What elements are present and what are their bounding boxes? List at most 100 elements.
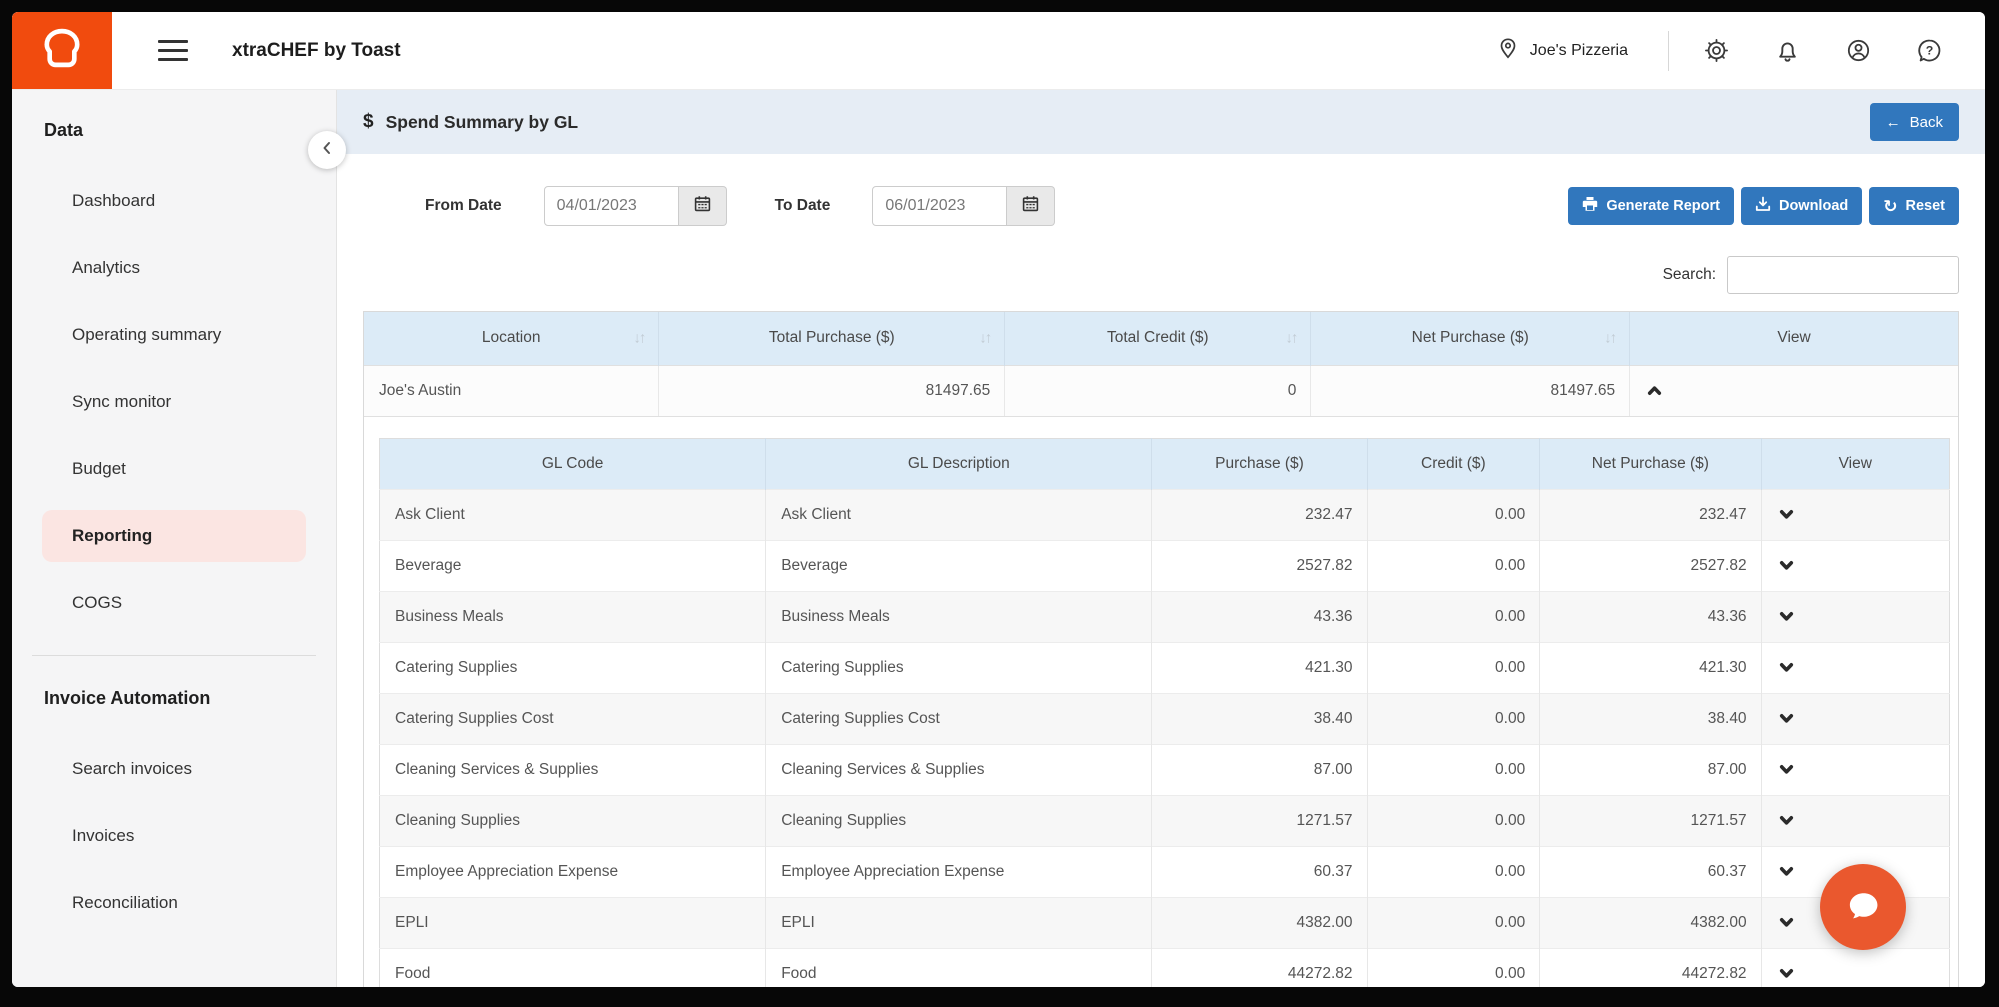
reset-button[interactable]: ↻ Reset: [1869, 187, 1959, 225]
location-selector[interactable]: Joe's Pizzeria: [1496, 36, 1628, 65]
hamburger-menu-icon[interactable]: [158, 40, 188, 61]
column-header-gl-view: View: [1760, 438, 1950, 490]
sidebar-collapse-button[interactable]: [308, 131, 346, 169]
sidebar-item-sync-monitor[interactable]: Sync monitor: [72, 392, 172, 411]
app-window: xtraCHEF by Toast Joe's Pizzeria: [12, 12, 1985, 987]
back-button[interactable]: ← Back: [1869, 103, 1959, 141]
net-purchase-cell: 43.36: [1539, 591, 1762, 643]
from-date-calendar-button[interactable]: [678, 186, 727, 226]
column-header-gl-net-purchase: Net Purchase ($): [1539, 438, 1762, 490]
search-label: Search:: [1662, 266, 1716, 283]
column-header-total-purchase[interactable]: Total Purchase ($) ↓↑: [658, 312, 1005, 365]
sidebar-item-cogs[interactable]: COGS: [72, 593, 123, 612]
download-button[interactable]: Download: [1740, 187, 1863, 225]
chevron-left-icon: [320, 141, 334, 160]
sidebar-divider: [32, 655, 316, 656]
view-cell: [1760, 948, 1950, 987]
caret-down-icon[interactable]: [1778, 608, 1795, 625]
sidebar-item-analytics[interactable]: Analytics: [72, 258, 141, 277]
reset-icon: ↻: [1883, 196, 1898, 216]
net-purchase-cell: 1271.57: [1539, 795, 1762, 847]
help-icon[interactable]: ?: [1916, 37, 1943, 64]
location-name: Joe's Pizzeria: [1529, 41, 1628, 59]
credit-cell: 0.00: [1366, 693, 1540, 745]
caret-down-icon[interactable]: [1778, 506, 1795, 523]
sort-icon[interactable]: ↓↑: [1285, 329, 1298, 347]
gl-table-row: Employee Appreciation Expense Employee Ap…: [379, 846, 1950, 898]
settings-gear-icon[interactable]: [1703, 37, 1730, 64]
sidebar-item-dashboard[interactable]: Dashboard: [72, 191, 156, 210]
gl-description-cell: Cleaning Services & Supplies: [765, 744, 1152, 796]
credit-cell: 0.00: [1366, 642, 1540, 694]
caret-down-icon[interactable]: [1778, 557, 1795, 574]
sidebar-item-search-invoices[interactable]: Search invoices: [72, 759, 193, 778]
search-input[interactable]: [1727, 256, 1959, 294]
summary-header-row: Location ↓↑ Total Purchase ($) ↓↑ Total Cr…: [364, 312, 1958, 365]
credit-cell: 0.00: [1366, 897, 1540, 949]
to-date-label: To Date: [774, 197, 831, 214]
printer-icon: [1582, 196, 1598, 216]
gl-code-cell: Ask Client: [379, 489, 766, 541]
notifications-bell-icon[interactable]: [1774, 37, 1801, 64]
sidebar-item-operating-summary[interactable]: Operating summary: [72, 325, 222, 344]
gl-description-cell: Employee Appreciation Expense: [765, 846, 1152, 898]
net-purchase-cell: 81497.65: [1310, 364, 1630, 416]
caret-down-icon[interactable]: [1778, 659, 1795, 676]
column-header-gl-description: GL Description: [765, 438, 1152, 490]
column-header-purchase: Purchase ($): [1151, 438, 1368, 490]
toast-logo[interactable]: [12, 12, 112, 89]
sort-icon[interactable]: ↓↑: [1604, 329, 1617, 347]
column-header-net-purchase[interactable]: Net Purchase ($) ↓↑: [1310, 312, 1630, 365]
generate-report-button[interactable]: Generate Report: [1568, 187, 1734, 225]
purchase-cell: 4382.00: [1151, 897, 1368, 949]
page-title-bar: $ Spend Summary by GL ← Back: [337, 90, 1985, 154]
header-divider: [1668, 30, 1669, 71]
net-purchase-cell: 232.47: [1539, 489, 1762, 541]
caret-down-icon[interactable]: [1778, 914, 1795, 931]
gl-table-row: Food Food 44272.82 0.00 44272.82: [379, 948, 1950, 987]
toast-bread-icon: [35, 21, 89, 80]
net-purchase-cell: 44272.82: [1539, 948, 1762, 987]
credit-cell: 0.00: [1366, 591, 1540, 643]
to-date-input[interactable]: [872, 186, 1008, 226]
credit-cell: 0.00: [1366, 744, 1540, 796]
caret-down-icon[interactable]: [1778, 710, 1795, 727]
caret-down-icon[interactable]: [1778, 761, 1795, 778]
caret-down-icon[interactable]: [1778, 863, 1795, 880]
column-header-location[interactable]: Location ↓↑: [364, 312, 659, 365]
account-user-icon[interactable]: [1845, 37, 1872, 64]
gl-table-row: Ask Client Ask Client 232.47 0.00 232.47: [379, 489, 1950, 541]
gl-table-row: EPLI EPLI 4382.00 0.00 4382.00: [379, 897, 1950, 949]
caret-down-icon[interactable]: [1778, 812, 1795, 829]
gl-table-row: Cleaning Supplies Cleaning Supplies 1271.5…: [379, 795, 1950, 847]
column-header-total-credit[interactable]: Total Credit ($) ↓↑: [1004, 312, 1311, 365]
sidebar-item-reporting[interactable]: Reporting: [42, 510, 306, 562]
caret-down-icon[interactable]: [1778, 965, 1795, 982]
sort-icon[interactable]: ↓↑: [979, 329, 992, 347]
gl-description-cell: Business Meals: [765, 591, 1152, 643]
svg-text:?: ?: [1926, 44, 1934, 58]
spend-summary-table: Location ↓↑ Total Purchase ($) ↓↑ Total Cr…: [363, 311, 1959, 987]
gl-description-cell: Food: [765, 948, 1152, 987]
sidebar-item-reconciliation[interactable]: Reconciliation: [72, 893, 178, 912]
from-date-input[interactable]: [543, 186, 679, 226]
chat-widget-button[interactable]: [1820, 864, 1906, 950]
sidebar-item-invoices[interactable]: Invoices: [72, 826, 135, 845]
gl-code-cell: EPLI: [379, 897, 766, 949]
gl-table-row: Business Meals Business Meals 43.36 0.00 43.…: [379, 591, 1950, 643]
view-cell: [1760, 795, 1950, 847]
net-purchase-cell: 421.30: [1539, 642, 1762, 694]
sort-icon[interactable]: ↓↑: [633, 329, 646, 347]
calendar-icon: [694, 195, 711, 217]
caret-up-icon[interactable]: [1646, 382, 1663, 399]
gl-table-row: Cleaning Services & Supplies Cleaning Ser…: [379, 744, 1950, 796]
view-cell: [1760, 540, 1950, 592]
total-purchase-cell: 81497.65: [658, 364, 1005, 416]
purchase-cell: 1271.57: [1151, 795, 1368, 847]
gl-code-cell: Catering Supplies Cost: [379, 693, 766, 745]
gl-code-cell: Cleaning Services & Supplies: [379, 744, 766, 796]
to-date-calendar-button[interactable]: [1007, 186, 1056, 226]
sidebar-item-budget[interactable]: Budget: [72, 459, 126, 478]
credit-cell: 0.00: [1366, 846, 1540, 898]
